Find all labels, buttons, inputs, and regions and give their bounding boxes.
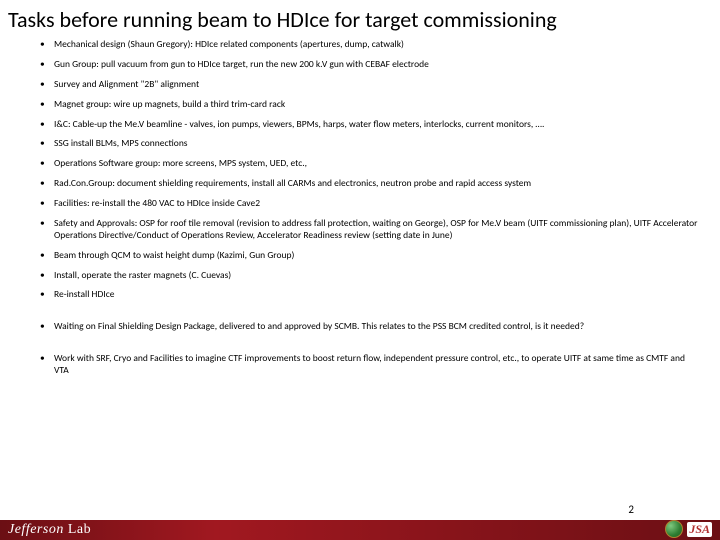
list-item: SSG install BLMs, MPS connections (40, 138, 700, 150)
list-item: Survey and Alignment "2B" alignment (40, 79, 700, 91)
jsa-logo: JSA (687, 522, 712, 537)
footer-right-logos: JSA (665, 520, 712, 538)
list-item: Facilities: re-install the 480 VAC to HD… (40, 198, 700, 210)
list-item: Safety and Approvals: OSP for roof tile … (40, 218, 700, 242)
slide-title: Tasks before running beam to HDIce for t… (0, 0, 720, 35)
list-item: Gun Group: pull vacuum from gun to HDIce… (40, 59, 700, 71)
list-item: Operations Software group: more screens,… (40, 158, 700, 170)
globe-icon (665, 520, 683, 538)
list-item: Beam through QCM to waist height dump (K… (40, 250, 700, 262)
slide: Tasks before running beam to HDIce for t… (0, 0, 720, 540)
footer-bar (0, 520, 720, 540)
logo-lab: Lab (64, 522, 91, 537)
footer: Jefferson Lab JSA (0, 506, 720, 540)
list-item: Install, operate the raster magnets (C. … (40, 270, 700, 282)
list-item: Work with SRF, Cryo and Facilities to im… (40, 353, 700, 377)
list-item: Magnet group: wire up magnets, build a t… (40, 99, 700, 111)
list-item: Rad.Con.Group: document shielding requir… (40, 178, 700, 190)
bullet-list: Mechanical design (Shaun Gregory): HDIce… (0, 35, 720, 377)
logo-jefferson: Jefferson (8, 522, 64, 537)
list-item: I&C: Cable-up the Me.V beamline - valves… (40, 119, 700, 131)
jefferson-lab-logo: Jefferson Lab (8, 522, 91, 538)
list-item: Waiting on Final Shielding Design Packag… (40, 321, 700, 333)
list-item: Re-install HDIce (40, 289, 700, 301)
list-item: Mechanical design (Shaun Gregory): HDIce… (40, 39, 700, 51)
